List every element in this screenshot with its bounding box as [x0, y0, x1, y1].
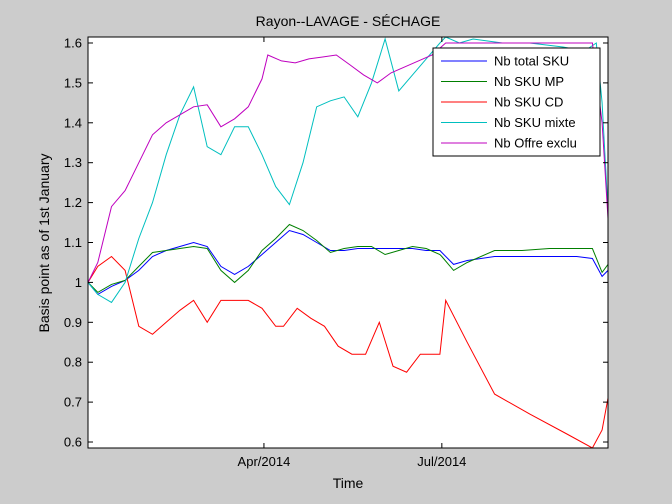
y-tick-label: 1.3: [64, 155, 82, 170]
legend-label-nb-offre-exclu: Nb Offre exclu: [494, 136, 577, 151]
y-tick-label: 1.5: [64, 75, 82, 90]
chart-title: Rayon--LAVAGE - SÉCHAGE: [256, 13, 441, 29]
y-axis: 0.6 0.7 0.8 0.9 1 1.1 1.2 1.3 1.4 1.5 1.6: [64, 35, 608, 450]
legend-label-nb-total-sku: Nb total SKU: [494, 54, 569, 69]
x-axis: Apr/2014 Jul/2014: [238, 37, 466, 469]
y-tick-label: 1.6: [64, 35, 82, 50]
y-tick-label: 1: [75, 275, 82, 290]
y-tick-label: 0.9: [64, 315, 82, 330]
x-tick-label: Jul/2014: [417, 454, 466, 469]
series-line-nb-sku-mp: [88, 223, 608, 294]
x-tick-label: Apr/2014: [238, 454, 291, 469]
series-line-nb-sku-cd: [88, 255, 608, 448]
legend-label-nb-sku-mp: Nb SKU MP: [494, 74, 564, 89]
y-tick-label: 1.2: [64, 195, 82, 210]
x-axis-label: Time: [333, 475, 364, 491]
y-tick-label: 0.6: [64, 435, 82, 450]
y-axis-label: Basis point as of 1st January: [36, 154, 52, 333]
series-line-nb-offre-exclu: [88, 42, 608, 283]
y-tick-label: 1.1: [64, 235, 82, 250]
y-tick-label: 1.4: [64, 115, 82, 130]
legend-label-nb-sku-cd: Nb SKU CD: [494, 95, 563, 110]
legend-label-nb-sku-mixte: Nb SKU mixte: [494, 115, 576, 130]
y-tick-label: 0.7: [64, 395, 82, 410]
series-layer: [88, 37, 608, 448]
y-tick-label: 0.8: [64, 355, 82, 370]
legend: Nb total SKU Nb SKU MP Nb SKU CD Nb SKU mix…: [432, 47, 601, 157]
